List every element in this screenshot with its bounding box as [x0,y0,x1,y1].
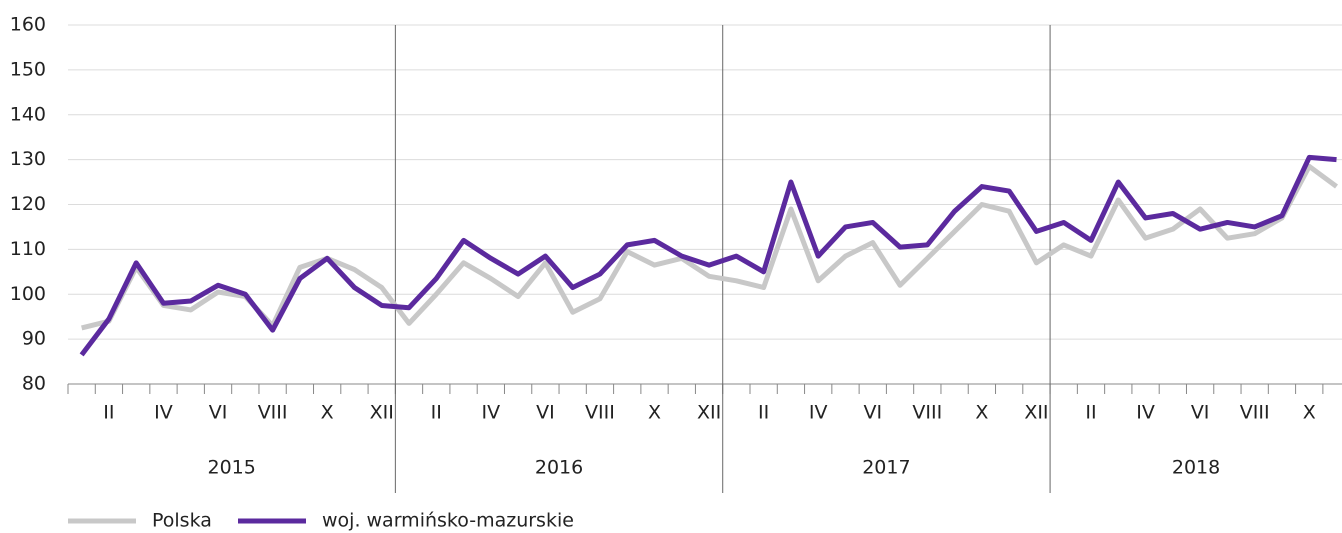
x-tick-label: IV [154,402,173,424]
y-tick-label: 160 [10,14,46,36]
year-label: 2017 [862,457,910,479]
x-tick-label: X [321,402,334,424]
x-tick-label: II [103,402,114,424]
x-tick-label: VIII [1240,402,1270,424]
x-tick-label: IV [482,402,501,424]
x-tick-label: XII [370,402,394,424]
series-line [79,154,1337,357]
y-tick-label: 80 [22,373,46,395]
x-tick-label: VI [536,402,555,424]
x-tick-label: XII [1024,402,1048,424]
y-tick-label: 110 [10,238,46,260]
x-tick-label: VIII [258,402,288,424]
year-label: 2018 [1172,457,1220,479]
x-tick-label: II [758,402,769,424]
x-tick-label: X [975,402,988,424]
x-tick-label: VIII [585,402,615,424]
y-tick-label: 100 [10,283,46,305]
x-tick-label: X [1303,402,1316,424]
legend-label: Polska [152,510,212,532]
x-tick-label: VI [209,402,228,424]
x-tick-label: VI [1191,402,1210,424]
x-tick-label: VIII [912,402,942,424]
x-tick-label: XII [697,402,721,424]
series-line [81,163,1339,331]
legend-label: woj. warmińsko-mazurskie [322,510,574,532]
x-tick-label: X [648,402,661,424]
y-tick-label: 130 [10,148,46,170]
x-tick-label: II [1085,402,1096,424]
y-tick-label: 140 [10,103,46,125]
x-tick-label: II [431,402,442,424]
y-tick-label: 90 [22,328,46,350]
year-label: 2016 [535,457,583,479]
x-tick-label: VI [863,402,882,424]
year-label: 2015 [208,457,256,479]
x-tick-label: IV [809,402,828,424]
y-tick-label: 120 [10,193,46,215]
y-tick-label: 150 [10,58,46,80]
x-tick-label: IV [1136,402,1155,424]
